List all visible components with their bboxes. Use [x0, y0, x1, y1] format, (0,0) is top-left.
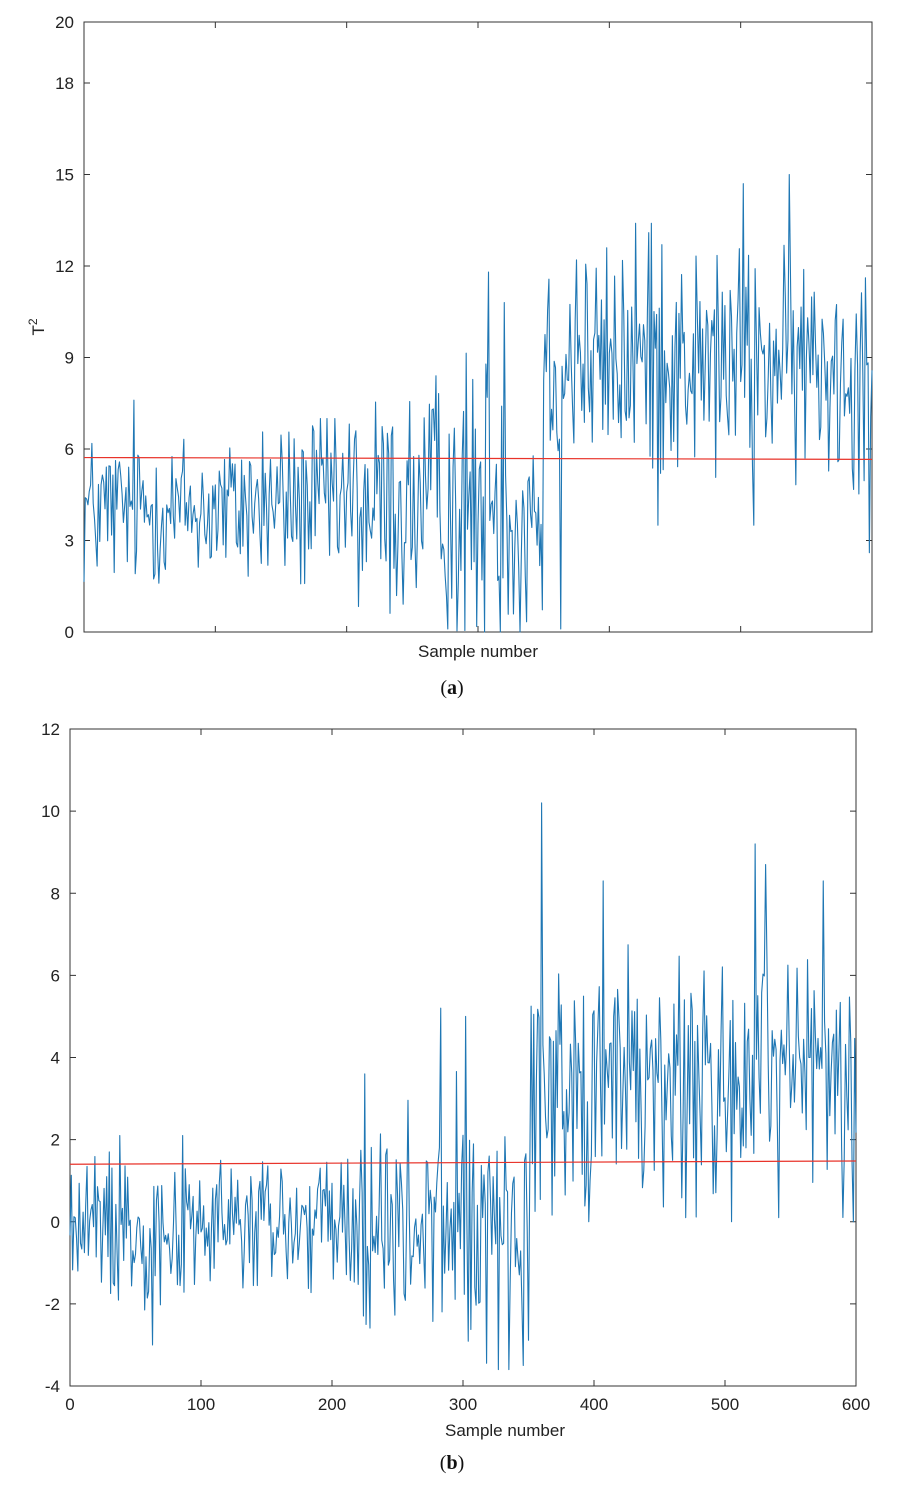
chart-b-y-tick-label: 12: [41, 720, 60, 739]
chart-a-x-ticks: [214, 22, 742, 632]
chart-b-caption: (b): [440, 1452, 464, 1474]
chart-a-caption-letter: a: [447, 677, 457, 699]
chart-b-x-tick-label: 500: [711, 1395, 739, 1414]
chart-b-x-tick-label: 300: [449, 1395, 477, 1414]
chart-b-plot-frame: [69, 728, 857, 1387]
chart-b-x-tick-label: 100: [187, 1395, 215, 1414]
chart-b-x-ticks: 0 100 200 300 400 500 600: [65, 729, 870, 1414]
chart-b-series-line: [69, 802, 857, 1371]
chart-a-y-axis-label: T: [29, 325, 48, 335]
chart-a-threshold-line: [83, 456, 873, 460]
chart-b-x-tick-label: 600: [842, 1395, 870, 1414]
chart-a-y-tick-label: 3: [65, 532, 74, 551]
chart-a-y-tick-label: 15: [55, 166, 74, 185]
chart-a-y-tick-label: 0: [65, 623, 74, 642]
chart-b-y-tick-label: -4: [45, 1377, 60, 1396]
chart-a-y-axis-label-sup: 2: [26, 318, 40, 325]
chart-b-threshold-line: [69, 1160, 857, 1165]
chart-b-x-tick-label: 0: [65, 1395, 74, 1414]
chart-b-y-tick-label: 0: [51, 1213, 60, 1232]
chart-a-series-line: [83, 173, 873, 633]
chart-b-y-tick-label: 4: [51, 1049, 60, 1068]
chart-a-y-tick-label: 9: [65, 349, 74, 368]
chart-b-y-ticks: -4 -2 0 2 4 6 8 10 12: [41, 720, 856, 1396]
chart-a-y-tick-label: 20: [55, 13, 74, 32]
chart-b: -4 -2 0 2 4 6 8 10 12 0 100 200 300 400 500 600 Sample…: [41, 720, 870, 1474]
chart-a: 0 3 6 9 12 15 18 20 Sample number T2 (a): [26, 13, 873, 699]
chart-b-y-tick-label: 10: [41, 802, 60, 821]
chart-a-caption: (a): [440, 677, 463, 699]
chart-b-x-tick-label: 200: [318, 1395, 346, 1414]
chart-a-y-tick-label: 12: [55, 257, 74, 276]
chart-b-y-tick-label: 8: [51, 884, 60, 903]
chart-a-x-axis-label: Sample number: [418, 642, 538, 661]
chart-b-y-tick-label: 6: [51, 966, 60, 985]
chart-a-y-tick-label: 18: [55, 74, 74, 93]
chart-a-y-tick-label: 6: [65, 440, 74, 459]
svg-text:T2: T2: [26, 318, 48, 335]
chart-b-y-tick-label: -2: [45, 1295, 60, 1314]
chart-b-caption-letter: b: [446, 1452, 457, 1474]
chart-b-x-axis-label: Sample number: [445, 1421, 565, 1440]
chart-a-y-axis-label-group: T2: [26, 318, 48, 335]
chart-b-x-tick-label: 400: [580, 1395, 608, 1414]
chart-b-y-tick-label: 2: [51, 1131, 60, 1150]
